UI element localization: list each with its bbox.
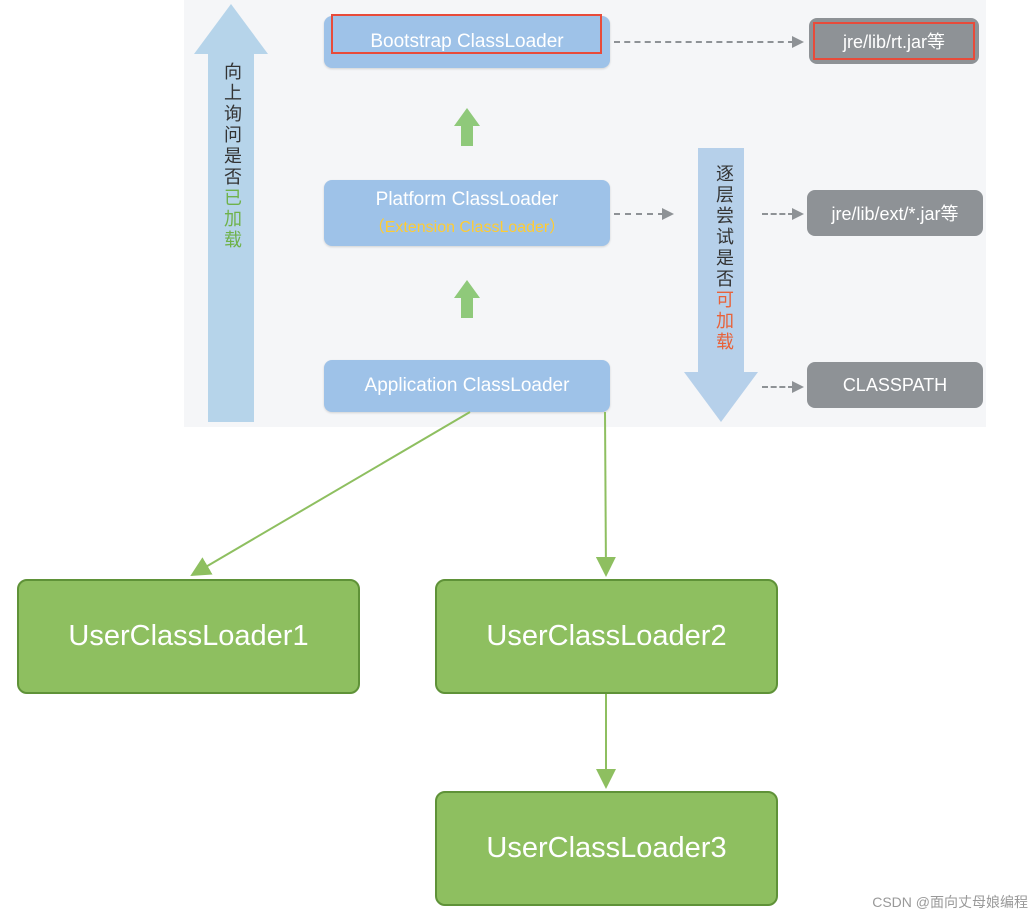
- user1-label: UserClassLoader1: [68, 620, 308, 653]
- grey-arrow-1: [614, 38, 804, 40]
- small-up-arrow-1: [454, 108, 480, 146]
- user1-box: UserClassLoader1: [17, 579, 360, 694]
- right-text-part1: 逐层尝试是否: [714, 164, 734, 290]
- watermark: CSDN @面向丈母娘编程: [872, 892, 1028, 912]
- bootstrap-red-outline: [331, 14, 602, 54]
- small-up-arrow-2: [454, 280, 480, 318]
- platform-sub: （Extension ClassLoader）: [369, 213, 566, 237]
- classpath-box: CLASSPATH: [807, 362, 983, 408]
- user2-box: UserClassLoader2: [435, 579, 778, 694]
- grey-arrow-2: [614, 210, 674, 212]
- ext-jar-label: jre/lib/ext/*.jar等: [831, 200, 958, 226]
- user3-box: UserClassLoader3: [435, 791, 778, 906]
- upper-diagram: 向上询问是否已加载 逐层尝试是否可加载 Bootstrap ClassLoade…: [184, 0, 986, 427]
- left-vertical-text: 向上询问是否已加载: [219, 62, 245, 251]
- application-label: Application ClassLoader: [365, 375, 570, 397]
- classpath-label: CLASSPATH: [843, 375, 947, 396]
- grey-arrow-2b: [762, 210, 804, 212]
- user2-label: UserClassLoader2: [486, 620, 726, 653]
- user3-label: UserClassLoader3: [486, 832, 726, 865]
- application-box: Application ClassLoader: [324, 360, 610, 412]
- rt-jar-red-outline: [813, 22, 975, 60]
- ext-jar-box: jre/lib/ext/*.jar等: [807, 190, 983, 236]
- platform-box: Platform ClassLoader （Extension ClassLoa…: [324, 180, 610, 246]
- left-text-accent: 已加载: [222, 188, 242, 251]
- left-text-part1: 向上询问是否: [222, 62, 242, 188]
- platform-label: Platform ClassLoader: [376, 189, 559, 211]
- right-text-accent: 可加载: [714, 290, 734, 353]
- right-vertical-text: 逐层尝试是否可加载: [711, 164, 737, 353]
- grey-arrow-3: [762, 383, 804, 385]
